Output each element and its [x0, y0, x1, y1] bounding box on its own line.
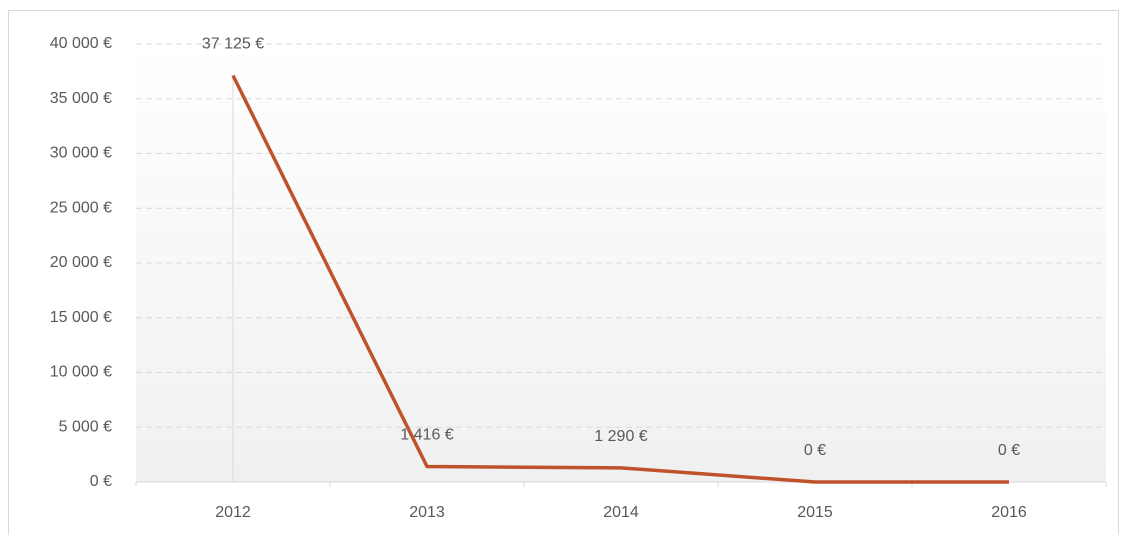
data-label: 37 125 €	[202, 36, 264, 53]
y-tick-label: 40 000 €	[50, 35, 112, 52]
x-tick-label: 2015	[797, 504, 833, 521]
y-tick-label: 35 000 €	[50, 90, 112, 107]
y-tick-label: 30 000 €	[50, 145, 112, 162]
data-label: 1 290 €	[594, 428, 647, 445]
y-tick-label: 25 000 €	[50, 199, 112, 216]
x-tick-label: 2014	[603, 504, 639, 521]
y-tick-label: 10 000 €	[50, 364, 112, 381]
chart-border	[8, 10, 1119, 540]
y-tick-label: 15 000 €	[50, 309, 112, 326]
y-tick-label: 0 €	[90, 473, 112, 490]
data-label: 0 €	[998, 442, 1020, 459]
x-tick-label: 2012	[215, 504, 251, 521]
y-tick-label: 20 000 €	[50, 254, 112, 271]
x-tick-label: 2016	[991, 504, 1027, 521]
data-line	[231, 74, 1009, 484]
x-tick-label: 2013	[409, 504, 445, 521]
y-tick-label: 5 000 €	[59, 418, 112, 435]
data-label: 1 416 €	[400, 427, 453, 444]
data-label: 0 €	[804, 442, 826, 459]
